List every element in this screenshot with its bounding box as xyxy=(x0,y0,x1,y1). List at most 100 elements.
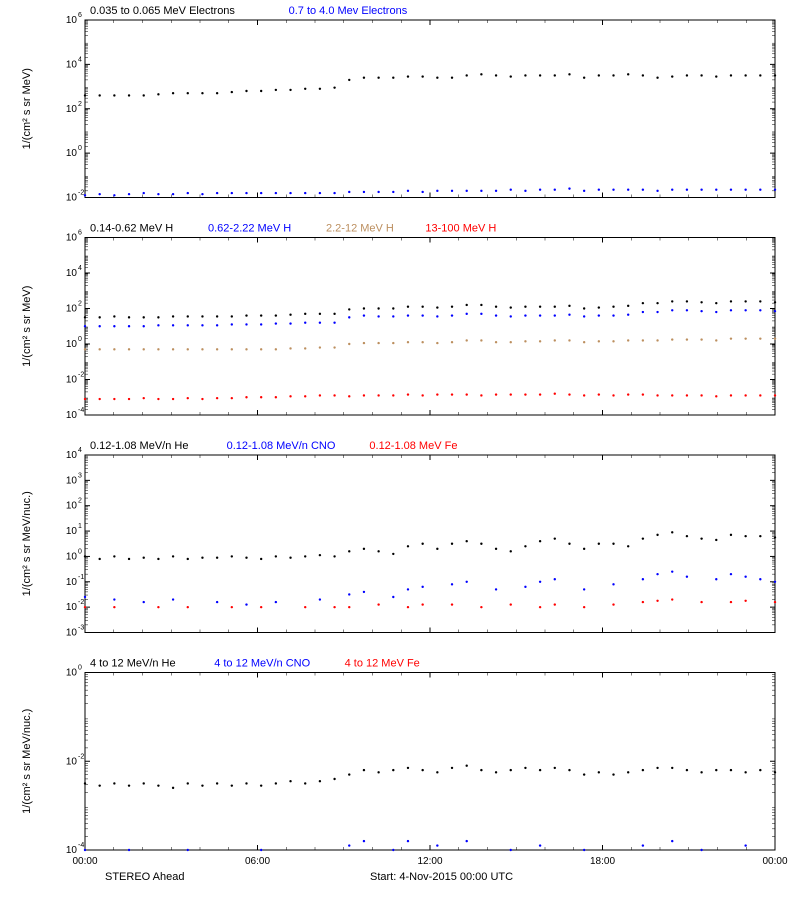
data-point xyxy=(348,343,350,345)
data-point xyxy=(216,397,218,399)
svg-text:2: 2 xyxy=(78,301,82,308)
data-point xyxy=(627,545,629,547)
data-point xyxy=(759,189,761,191)
data-point xyxy=(98,325,100,327)
data-point xyxy=(157,558,159,560)
data-point xyxy=(436,315,438,317)
data-point xyxy=(671,75,673,77)
data-point xyxy=(187,315,189,317)
svg-text:10: 10 xyxy=(66,577,78,588)
data-point xyxy=(466,339,468,341)
data-point xyxy=(98,316,100,318)
svg-text:10: 10 xyxy=(66,148,78,159)
data-point xyxy=(480,543,482,545)
data-point xyxy=(759,578,761,580)
svg-text:1: 1 xyxy=(78,523,82,530)
data-point xyxy=(451,583,453,585)
data-point xyxy=(289,314,291,316)
data-point xyxy=(744,394,746,396)
data-point xyxy=(744,300,746,302)
data-point xyxy=(143,325,145,327)
data-point xyxy=(333,346,335,348)
data-point xyxy=(304,313,306,315)
data-point xyxy=(715,769,717,771)
data-point xyxy=(245,556,247,558)
panel-frame xyxy=(85,673,775,851)
data-point xyxy=(128,316,130,318)
legend-item: 0.14-0.62 MeV H xyxy=(90,223,173,235)
data-point xyxy=(319,554,321,556)
data-point xyxy=(216,601,218,603)
data-point xyxy=(480,73,482,75)
data-point xyxy=(407,767,409,769)
data-point xyxy=(700,601,702,603)
data-point xyxy=(568,339,570,341)
data-point xyxy=(715,75,717,77)
footer-left: STEREO Ahead xyxy=(105,871,185,883)
y-tick-label: 10-2 xyxy=(66,753,84,767)
data-point xyxy=(730,534,732,536)
data-point xyxy=(539,393,541,395)
data-point xyxy=(216,556,218,558)
data-point xyxy=(700,537,702,539)
data-point xyxy=(84,348,86,350)
data-point xyxy=(671,394,673,396)
y-tick-label: 100 xyxy=(66,336,82,350)
data-point xyxy=(539,306,541,308)
data-point xyxy=(510,550,512,552)
data-point xyxy=(774,771,776,773)
data-point xyxy=(451,603,453,605)
data-point xyxy=(216,192,218,194)
data-point xyxy=(627,189,629,191)
data-point xyxy=(333,394,335,396)
data-point xyxy=(275,555,277,557)
data-point xyxy=(275,782,277,784)
data-point xyxy=(510,341,512,343)
data-point xyxy=(260,558,262,560)
data-point xyxy=(495,74,497,76)
x-tick-label: 06:00 xyxy=(245,856,270,867)
data-point xyxy=(421,75,423,77)
data-point xyxy=(333,778,335,780)
data-point xyxy=(671,338,673,340)
data-point xyxy=(392,394,394,396)
data-point xyxy=(421,769,423,771)
y-tick-label: 106 xyxy=(66,12,82,26)
data-point xyxy=(686,74,688,76)
data-point xyxy=(686,300,688,302)
data-point xyxy=(319,88,321,90)
data-point xyxy=(612,340,614,342)
data-point xyxy=(539,844,541,846)
data-point xyxy=(113,555,115,557)
legend-item: 0.035 to 0.065 MeV Electrons xyxy=(90,5,235,17)
data-point xyxy=(98,558,100,560)
data-point xyxy=(172,315,174,317)
data-point xyxy=(524,393,526,395)
svg-text:10: 10 xyxy=(66,475,78,486)
footer-center: Start: 4-Nov-2015 00:00 UTC xyxy=(370,871,513,883)
data-point xyxy=(407,75,409,77)
data-point xyxy=(598,393,600,395)
data-point xyxy=(583,394,585,396)
data-point xyxy=(363,191,365,193)
svg-text:-2: -2 xyxy=(78,372,84,379)
data-point xyxy=(348,606,350,608)
data-point xyxy=(289,192,291,194)
panel-frame xyxy=(85,455,775,633)
data-point xyxy=(377,191,379,193)
data-point xyxy=(421,603,423,605)
data-point xyxy=(656,339,658,341)
y-tick-label: 106 xyxy=(66,230,82,244)
data-point xyxy=(598,74,600,76)
data-point xyxy=(774,601,776,603)
data-point xyxy=(744,600,746,602)
data-point xyxy=(524,74,526,76)
data-point xyxy=(216,92,218,94)
data-point xyxy=(216,324,218,326)
data-point xyxy=(730,189,732,191)
data-point xyxy=(583,76,585,78)
data-point xyxy=(128,398,130,400)
data-point xyxy=(612,189,614,191)
data-point xyxy=(436,76,438,78)
data-point xyxy=(84,194,86,196)
